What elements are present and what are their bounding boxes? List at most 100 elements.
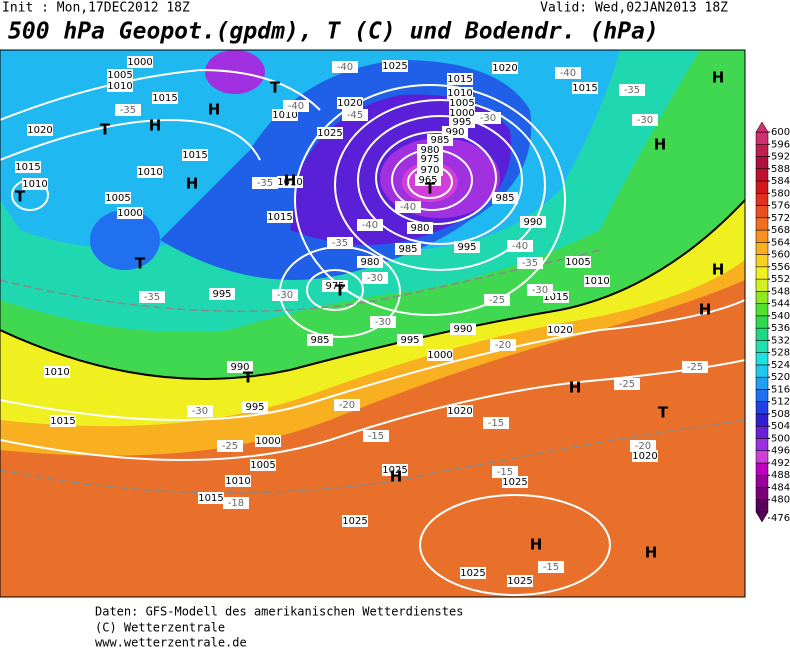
- pressure-center: T: [243, 369, 254, 387]
- contour-label: 1010: [44, 367, 69, 378]
- contour-label: -35: [624, 85, 640, 96]
- colorbar-tick-label: 596: [771, 139, 790, 150]
- pressure-center: T: [135, 255, 146, 273]
- colorbar-end: [755, 121, 769, 133]
- contour-label: -15: [497, 467, 513, 478]
- label-box: [209, 288, 235, 300]
- colorbar-swatch: [755, 364, 769, 378]
- label-box: [417, 153, 443, 165]
- label-box: [450, 323, 476, 335]
- contour-label: 995: [452, 117, 471, 128]
- label-box: [357, 256, 383, 268]
- pressure-center: T: [270, 79, 281, 97]
- contour-label: 1020: [447, 406, 472, 417]
- label-box: [139, 291, 165, 303]
- label-box: [614, 378, 640, 390]
- label-box: [632, 114, 658, 126]
- pressure-center: H: [712, 261, 725, 279]
- contour-label: 980: [360, 257, 379, 268]
- label-box: [107, 80, 133, 92]
- pressure-center: H: [186, 175, 199, 193]
- colorbar-tick-label: 576: [771, 201, 790, 212]
- contour-label: 985: [310, 335, 329, 346]
- label-box: [395, 201, 421, 213]
- colorbar-swatch: [755, 450, 769, 464]
- pressure-center: H: [208, 101, 221, 119]
- contour-label: -20: [635, 441, 651, 452]
- contour-label: -30: [277, 290, 293, 301]
- label-box: [115, 104, 141, 116]
- pressure-center: H: [390, 468, 403, 486]
- label-box: [362, 272, 388, 284]
- label-box: [572, 82, 598, 94]
- contour-label: 990: [230, 362, 249, 373]
- colorbar-tick-label: 504: [771, 421, 790, 432]
- colorbar-tick-label: 580: [771, 188, 790, 199]
- colorbar-swatch: [755, 474, 769, 488]
- contour-label: 1010: [22, 179, 47, 190]
- label-box: [492, 62, 518, 74]
- contour-label: 1025: [317, 128, 342, 139]
- label-box: [427, 349, 453, 361]
- contour-label: 1020: [547, 325, 572, 336]
- colorbar-swatch: [755, 425, 769, 439]
- label-box: [454, 241, 480, 253]
- pressure-center: H: [654, 136, 667, 154]
- colorbar-tick-label: 512: [771, 397, 790, 408]
- contour-label: -25: [222, 441, 238, 452]
- contour-label: 1015: [15, 162, 40, 173]
- contour-label: 995: [212, 289, 231, 300]
- colorbar-swatch: [755, 144, 769, 157]
- label-box: [632, 450, 658, 462]
- contour-label: -35: [332, 238, 348, 249]
- label-box: [584, 275, 610, 287]
- colorbar-swatch: [755, 327, 769, 341]
- contour-label: 1015: [267, 212, 292, 223]
- label-box: [492, 192, 518, 204]
- contour-label: -30: [480, 113, 496, 124]
- contour-label: 965: [418, 175, 437, 186]
- label-box: [105, 192, 131, 204]
- contour-label: 1020: [492, 63, 517, 74]
- contour-label: 1015: [182, 150, 207, 161]
- pressure-center: T: [15, 188, 26, 206]
- label-box: [242, 401, 268, 413]
- colorbar-swatch: [755, 303, 769, 317]
- label-box: [50, 415, 76, 427]
- contour-label: 980: [410, 223, 429, 234]
- contour-label: 1020: [632, 451, 657, 462]
- label-box: [363, 430, 389, 442]
- contour-label: -20: [495, 340, 511, 351]
- contour-label: 1015: [198, 493, 223, 504]
- contour-label: -15: [543, 562, 559, 573]
- colorbar-tick-label: 572: [771, 213, 790, 224]
- contour-label: 1010: [584, 276, 609, 287]
- colorbar-tick-label: 560: [771, 250, 790, 261]
- colorbar-tick-label: 536: [771, 323, 790, 334]
- label-box: [152, 92, 178, 104]
- label-box: [538, 561, 564, 573]
- contour-label: -40: [512, 241, 528, 252]
- contour-label: -15: [368, 431, 384, 442]
- footer-line: www.wetterzentrale.de: [95, 636, 247, 648]
- label-box: [682, 361, 708, 373]
- colorbar-tick-label: 480: [771, 495, 790, 506]
- contour-label: 985: [430, 135, 449, 146]
- contour-label: -25: [489, 295, 505, 306]
- contour-label: 985: [495, 193, 514, 204]
- label-box: [382, 464, 408, 476]
- contour-label: -15: [488, 418, 504, 429]
- colorbar-swatch: [755, 376, 769, 390]
- label-box: [327, 237, 353, 249]
- label-box: [342, 515, 368, 527]
- label-box: [283, 100, 309, 112]
- colorbar-tick-label: 520: [771, 372, 790, 383]
- colorbar-tick-label: 552: [771, 274, 790, 285]
- label-box: [255, 435, 281, 447]
- contour-label: 1025: [382, 465, 407, 476]
- pressure-center: H: [284, 172, 297, 190]
- contour-label: 975: [420, 154, 439, 165]
- label-box: [395, 243, 421, 255]
- colorbar-swatch: [755, 291, 769, 304]
- contour-label: 1005: [449, 98, 474, 109]
